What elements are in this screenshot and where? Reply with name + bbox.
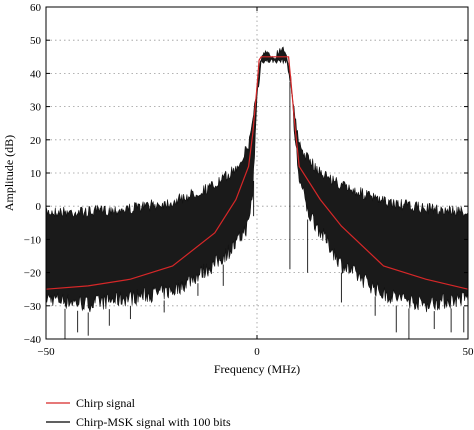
y-tick-label: 60 [30,2,42,14]
y-tick-label: 20 [30,135,42,147]
legend-label-chirp-msk-signal: Chirp-MSK signal with 100 bits [76,415,231,429]
y-tick-label: −40 [24,334,42,346]
legend-label-chirp-signal: Chirp signal [76,396,136,410]
y-tick-label: 40 [30,68,42,80]
series-chirp-signal-line [45,56,469,290]
y-tick-label: −20 [24,268,42,280]
series-red [45,56,469,290]
x-tick-label: 0 [254,346,260,358]
x-tick-label: −50 [37,346,55,358]
y-axis-title: Amplitude (dB) [2,135,16,211]
axis-ticks: −40 −30 −20 −10 0 10 20 30 40 50 60 −50 0 50 [24,2,474,358]
y-tick-label: −10 [24,234,42,246]
series-spikes [64,82,465,339]
y-tick-label: −30 [24,301,42,313]
y-tick-label: 30 [30,102,42,114]
legend: Chirp signal Chirp-MSK signal with 100 b… [46,396,231,429]
y-tick-label: 10 [30,168,42,180]
y-tick-label: 50 [30,35,42,47]
y-tick-label: 0 [36,201,42,213]
x-axis-title: Frequency (MHz) [214,362,300,376]
x-tick-label: 50 [463,346,474,358]
